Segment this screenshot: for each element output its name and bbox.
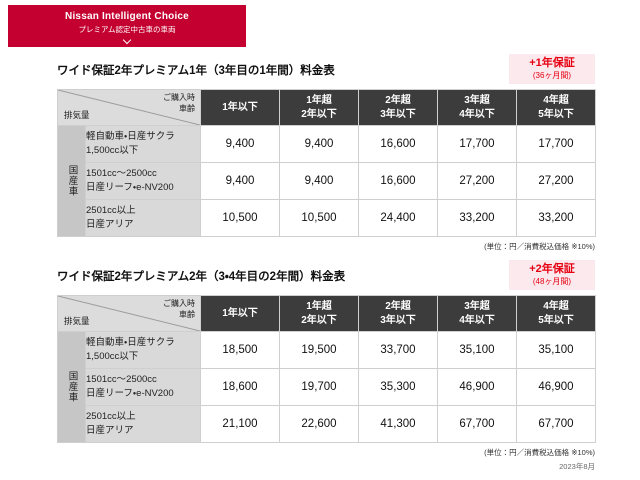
price-value: 18,600 [200, 368, 280, 406]
badge-sub-text: (36ヶ月間) [532, 71, 572, 81]
price-value: 67,700 [437, 405, 517, 443]
warranty-badge-1: +1年保証 (36ヶ月間) [509, 54, 595, 84]
table-row: 国産車 軽自動車・日産サクラ 1,500cc以下 18,500 19,500 3… [57, 331, 596, 443]
price-value: 21,100 [200, 405, 280, 443]
corner-cell: ご購入時 車齢 排気量 [57, 89, 201, 126]
table-row: 1501cc～2500cc 日産リーフ・e-NV200 18,600 19,70… [58, 368, 596, 406]
section-2-header: ワイド保証2年プレミアム2年（3・4年目の2年間）料金表 +2年保証 (48ヶ月… [57, 260, 595, 294]
unit-footnote-2: (単位：円／消費税込価格 ※10%) [484, 448, 595, 457]
price-value: 27,200 [437, 162, 517, 200]
price-table-2: ご購入時 車齢 排気量 1年以下 1年超 2年以下 2年超 3年以下 3年超 4… [57, 295, 596, 443]
column-header: 1年超 2年以下 [279, 295, 359, 332]
category-label: 1501cc～2500cc 日産リーフ・e-NV200 [85, 162, 201, 200]
price-value: 16,600 [358, 162, 438, 200]
price-value: 67,700 [516, 405, 596, 443]
column-header: 1年以下 [200, 89, 280, 126]
badge-main-text: +2年保証 [529, 263, 575, 275]
column-header: 1年以下 [200, 295, 280, 332]
price-value: 24,400 [358, 199, 438, 237]
table-row: 1501cc～2500cc 日産リーフ・e-NV200 9,400 9,400 … [58, 162, 596, 200]
category-label: 2501cc以上 日産アリア [85, 199, 201, 237]
price-value: 9,400 [200, 125, 280, 163]
corner-diagonal-line [58, 90, 200, 125]
corner-label-age: ご購入時 車齢 [163, 93, 195, 113]
warranty-section-1: ワイド保証2年プレミアム1年（3年目の1年間）料金表 +1年保証 (36ヶ月間)… [57, 54, 596, 252]
column-header: 4年超 5年以下 [516, 295, 596, 332]
price-value: 35,300 [358, 368, 438, 406]
column-header: 2年超 3年以下 [358, 295, 438, 332]
price-table-1: ご購入時 車齢 排気量 1年以下 1年超 2年以下 2年超 3年以下 3年超 4… [57, 89, 596, 237]
corner-cell: ご購入時 車齢 排気量 [57, 295, 201, 332]
category-label: 軽自動車・日産サクラ 1,500cc以下 [85, 331, 201, 369]
banner-subtitle: プレミアム認定中古車の車両 [78, 25, 176, 34]
price-value: 19,700 [279, 368, 359, 406]
price-value: 9,400 [200, 162, 280, 200]
section-2-title: ワイド保証2年プレミアム2年（3・4年目の2年間）料金表 [57, 271, 346, 283]
price-value: 17,700 [437, 125, 517, 163]
corner-diagonal-line [58, 296, 200, 331]
page-date: 2023年8月 [559, 462, 595, 471]
price-value: 27,200 [516, 162, 596, 200]
nissan-intelligent-choice-banner[interactable]: Nissan Intelligent Choice プレミアム認定中古車の車両 [8, 5, 246, 47]
category-label: 1501cc～2500cc 日産リーフ・e-NV200 [85, 368, 201, 406]
column-header: 3年超 4年以下 [437, 295, 517, 332]
badge-sub-text: (48ヶ月間) [532, 277, 572, 287]
unit-footnote-1: (単位：円／消費税込価格 ※10%) [484, 242, 595, 251]
price-value: 16,600 [358, 125, 438, 163]
chevron-down-icon[interactable] [122, 35, 132, 45]
price-value: 41,300 [358, 405, 438, 443]
price-value: 10,500 [200, 199, 280, 237]
price-value: 46,900 [437, 368, 517, 406]
column-header: 4年超 5年以下 [516, 89, 596, 126]
warranty-badge-2: +2年保証 (48ヶ月間) [509, 260, 595, 290]
table-row: 国産車 軽自動車・日産サクラ 1,500cc以下 9,400 9,400 16,… [57, 125, 596, 237]
column-header: 2年超 3年以下 [358, 89, 438, 126]
badge-main-text: +1年保証 [529, 57, 575, 69]
price-value: 33,200 [516, 199, 596, 237]
group-label-domestic: 国産車 [57, 331, 86, 443]
corner-label-displacement: 排気量 [64, 316, 90, 326]
corner-label-displacement: 排気量 [64, 110, 90, 120]
table-row: 2501cc以上 日産アリア 10,500 10,500 24,400 33,2… [58, 199, 596, 237]
category-label: 2501cc以上 日産アリア [85, 405, 201, 443]
column-header: 3年超 4年以下 [437, 89, 517, 126]
category-label: 軽自動車・日産サクラ 1,500cc以下 [85, 125, 201, 163]
price-value: 17,700 [516, 125, 596, 163]
price-value: 22,600 [279, 405, 359, 443]
table-row: 2501cc以上 日産アリア 21,100 22,600 41,300 67,7… [58, 405, 596, 443]
price-value: 18,500 [200, 331, 280, 369]
price-value: 33,700 [358, 331, 438, 369]
price-value: 10,500 [279, 199, 359, 237]
price-value: 35,100 [516, 331, 596, 369]
warranty-section-2: ワイド保証2年プレミアム2年（3・4年目の2年間）料金表 +2年保証 (48ヶ月… [57, 260, 596, 472]
banner-title: Nissan Intelligent Choice [65, 11, 189, 22]
section-1-title: ワイド保証2年プレミアム1年（3年目の1年間）料金表 [57, 65, 335, 77]
column-header: 1年超 2年以下 [279, 89, 359, 126]
price-value: 35,100 [437, 331, 517, 369]
price-value: 9,400 [279, 125, 359, 163]
corner-label-age: ご購入時 車齢 [163, 299, 195, 319]
price-value: 9,400 [279, 162, 359, 200]
section-1-header: ワイド保証2年プレミアム1年（3年目の1年間）料金表 +1年保証 (36ヶ月間) [57, 54, 595, 88]
group-label-domestic: 国産車 [57, 125, 86, 237]
price-value: 46,900 [516, 368, 596, 406]
price-value: 19,500 [279, 331, 359, 369]
price-value: 33,200 [437, 199, 517, 237]
